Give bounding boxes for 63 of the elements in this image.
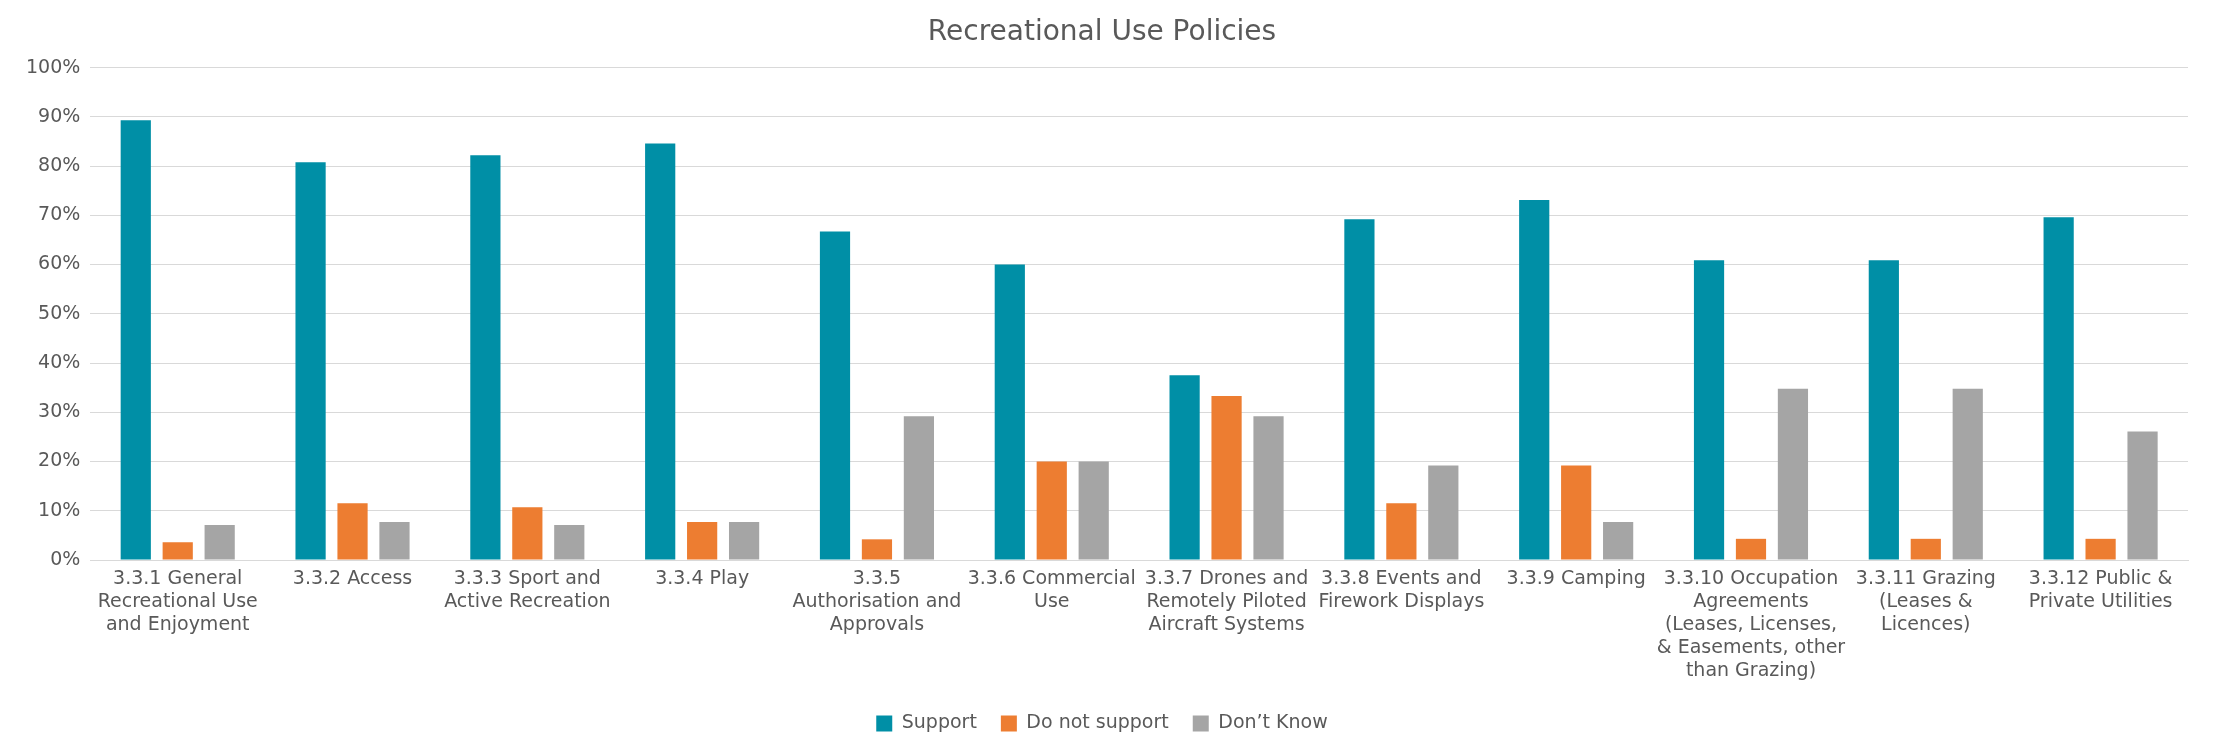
bar xyxy=(379,522,410,560)
bar xyxy=(1561,465,1592,560)
bar xyxy=(1428,465,1459,560)
bar xyxy=(470,155,501,560)
x-tick-label: 3.3.4 Play xyxy=(655,566,750,589)
bar xyxy=(819,231,851,560)
x-tick-label: 3.3.11 Grazing (Leases & Licences) xyxy=(1855,566,1996,634)
bar xyxy=(1952,388,1983,560)
y-tick-label: 70% xyxy=(38,202,81,225)
x-tick-label: 3.3.7 Drones and Remotely Piloted Aircraft Systems xyxy=(1144,566,1309,634)
x-tick-label: 3.3.9 Camping xyxy=(1506,566,1646,589)
bar xyxy=(1735,538,1767,560)
bar xyxy=(1519,200,1550,560)
y-tick-label: 40% xyxy=(38,349,81,372)
chart-title: Recreational Use Policies xyxy=(927,14,1277,48)
bar xyxy=(645,143,676,560)
y-tick-label: 0% xyxy=(50,546,81,569)
bar xyxy=(1169,375,1200,560)
y-tick-label: 60% xyxy=(38,251,81,274)
bar xyxy=(295,162,326,560)
bar xyxy=(1253,416,1284,560)
bar xyxy=(162,542,193,560)
bar xyxy=(1693,260,1725,560)
bar xyxy=(2127,431,2158,560)
x-tick-label: 3.3.10 Occupation Agreements (Leases, Licenses, & Easements, other than Grazing) xyxy=(1656,566,1846,680)
bar xyxy=(337,503,368,560)
bar xyxy=(120,120,151,560)
x-tick-label: 3.3.2 Access xyxy=(292,566,413,589)
bar xyxy=(1344,219,1375,560)
bar xyxy=(994,264,1025,560)
bar xyxy=(1078,461,1109,560)
y-tick-label: 50% xyxy=(38,300,81,323)
bar xyxy=(687,522,718,560)
bar xyxy=(512,507,543,560)
bar xyxy=(1211,396,1242,560)
x-tick-label: 3.3.1 General Recreational Use and Enjoyment xyxy=(97,566,258,634)
bar xyxy=(903,416,935,560)
y-tick-label: 20% xyxy=(38,448,81,471)
y-tick-label: 100% xyxy=(25,54,81,77)
x-tick-label: 3.3.5 Authorisation and Approvals xyxy=(792,566,962,634)
x-tick-label: 3.3.12 Public & Private Utilities xyxy=(2028,566,2173,612)
legend-label: Do not support xyxy=(1026,710,1169,733)
bar xyxy=(861,539,893,560)
y-tick-label: 80% xyxy=(38,153,81,176)
bar xyxy=(728,522,760,560)
legend-label: Don’t Know xyxy=(1218,710,1328,733)
bar xyxy=(1777,388,1809,560)
bar xyxy=(2043,217,2074,560)
bar xyxy=(2085,538,2116,560)
x-tick-label: 3.3.8 Events and Firework Displays xyxy=(1318,566,1485,612)
bar xyxy=(204,525,235,560)
bar xyxy=(1603,522,1634,560)
y-tick-label: 10% xyxy=(38,497,81,520)
bar xyxy=(1868,260,1899,560)
x-tick-label: 3.3.6 Commercial Use xyxy=(967,566,1136,612)
bar xyxy=(554,525,585,560)
y-tick-label: 30% xyxy=(38,399,81,422)
legend-label: Support xyxy=(901,710,977,733)
bar xyxy=(1036,461,1067,560)
bar xyxy=(1910,538,1941,560)
y-tick-label: 90% xyxy=(38,103,81,126)
x-tick-label: 3.3.3 Sport and Active Recreation xyxy=(444,566,611,612)
bar xyxy=(1386,503,1417,560)
